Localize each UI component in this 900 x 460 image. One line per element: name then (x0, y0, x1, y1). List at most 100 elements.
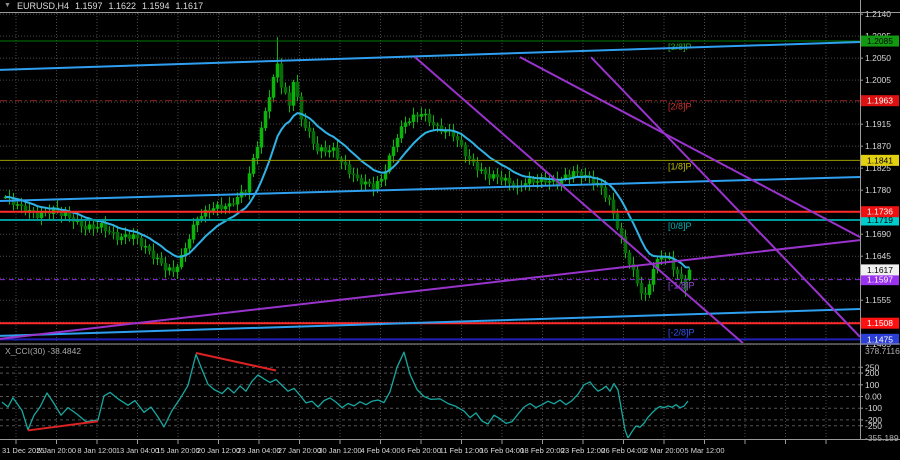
time-label: 6 Feb 20:00 (401, 446, 441, 455)
cci-name-label: X_CCI(30) -38.4842 (5, 346, 81, 356)
candle-body (455, 136, 460, 141)
candle-body (511, 183, 516, 188)
price-tick-label: 1.1645 (865, 251, 891, 261)
chart-title-high: 1.1622 (108, 1, 137, 11)
candle-body (351, 173, 356, 175)
murray-price-badge: 1.1719 (867, 215, 893, 225)
candle-body (123, 234, 128, 238)
candle-body (603, 187, 608, 198)
time-label: 16 Feb 04:00 (480, 446, 524, 455)
murray-level-label: [0/8]P (668, 221, 692, 231)
sr-price-badge: 1.1736 (867, 207, 893, 217)
time-label: 23 Jan 04:00 (237, 446, 280, 455)
candle-body (91, 224, 96, 229)
murray-level-label: [2/8]P (668, 102, 692, 112)
candle-body (403, 122, 408, 127)
murray-price-badge: 1.2085 (867, 36, 893, 46)
candle-body (423, 113, 428, 116)
candle-body (127, 234, 132, 239)
murray-price-badge-bg (861, 35, 899, 47)
candle-body (503, 177, 508, 181)
candle-body (227, 203, 232, 207)
candle-body (159, 257, 164, 264)
candle-body (359, 177, 364, 185)
candle-body (215, 204, 220, 209)
candle-body (363, 181, 368, 185)
candle-body (371, 183, 376, 190)
candle-body (479, 169, 484, 171)
price-tick-label: 1.2005 (865, 75, 891, 85)
candle-body (103, 223, 108, 232)
time-label: 31 Dec 2025 (2, 446, 45, 455)
candle-body (575, 171, 580, 173)
candle-body (171, 267, 176, 273)
candle-body (135, 234, 140, 239)
time-label: 20 Jan 12:00 (197, 446, 240, 455)
candle-body (675, 269, 680, 275)
candle-body (303, 118, 308, 129)
purple-trendline (414, 56, 744, 343)
candle-body (399, 126, 404, 139)
price-tick-label: 1.1690 (865, 229, 891, 239)
candle-body (367, 181, 372, 184)
candle-body (195, 218, 200, 226)
candle-body (391, 146, 396, 156)
candle-body (387, 155, 392, 172)
candle-body (223, 206, 228, 210)
candle-body (327, 150, 332, 153)
time-label: 26 Feb 04:00 (601, 446, 645, 455)
candle-body (35, 211, 40, 219)
price-tick-label: 1.1825 (865, 163, 891, 173)
candle-body (271, 77, 276, 98)
candle-body (151, 250, 156, 259)
candle-body (331, 147, 336, 151)
candle-body (347, 164, 352, 174)
symbol-dropdown-icon[interactable]: ▼ (4, 2, 11, 9)
candle-body (163, 263, 168, 271)
price-tick-label: 1.1780 (865, 185, 891, 195)
candle-body (639, 282, 644, 294)
candle-body (219, 204, 224, 210)
murray-level-label: [-2/8]P (668, 327, 695, 337)
candle-body (15, 204, 20, 206)
candle-body (275, 63, 280, 78)
candle-body (323, 147, 328, 153)
candle-body (299, 96, 304, 120)
cci-tick-label: 0.00 (865, 392, 882, 402)
candle-body (459, 139, 464, 146)
candle-body (251, 157, 256, 174)
candle-body (647, 284, 652, 295)
candle-body (231, 203, 236, 205)
candle-body (247, 173, 252, 193)
murray-price-badge-bg (861, 95, 899, 107)
candle-body (147, 246, 152, 251)
cci-tick-label: -100 (865, 403, 882, 413)
candle-body (499, 176, 504, 181)
chart-title-low: 1.1594 (142, 1, 170, 11)
candle-body (19, 204, 24, 207)
cci-red-trendline (27, 420, 99, 432)
candle-body (531, 178, 536, 183)
chart-title-symbol: EURUSD,H4 (16, 1, 69, 11)
candle-body (611, 199, 616, 215)
candle-body (187, 239, 192, 249)
time-label: 13 Jan 04:00 (116, 446, 159, 455)
candle-body (39, 211, 44, 219)
current-price-badge: 1.1617 (867, 265, 893, 275)
candle-body (307, 127, 312, 132)
candle-body (567, 174, 572, 178)
candle-body (507, 177, 512, 184)
candle-body (175, 266, 180, 273)
candle-body (131, 234, 136, 239)
candle-body (607, 197, 612, 200)
candle-body (687, 269, 692, 280)
candle-body (83, 225, 88, 230)
candle-body (599, 182, 604, 188)
cci-red-trendline (195, 351, 277, 372)
time-label: 18 Feb 20:00 (520, 446, 564, 455)
price-tick-label: 1.1915 (865, 119, 891, 129)
candle-body (439, 125, 444, 132)
candle-body (295, 81, 300, 97)
cci-tick-label: 100 (865, 380, 879, 390)
